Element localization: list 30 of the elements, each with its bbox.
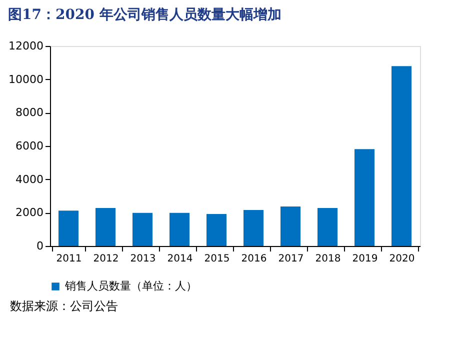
- x-tick-label: 2020: [389, 254, 415, 264]
- bar: [392, 66, 412, 246]
- x-tick-label: 2016: [241, 254, 267, 264]
- x-tick-label: 2017: [278, 254, 304, 264]
- bar: [170, 212, 190, 246]
- bar: [132, 212, 152, 246]
- x-tick-label: 2015: [204, 254, 230, 264]
- x-tick-label: 2013: [130, 254, 156, 264]
- y-tick-label: 10000: [8, 72, 44, 86]
- y-tick-label: 4000: [16, 172, 44, 186]
- y-tick-label: 12000: [8, 40, 44, 52]
- x-tick-label: 2012: [93, 254, 119, 264]
- bar: [58, 210, 78, 246]
- bar: [96, 208, 116, 246]
- x-tick-label: 2011: [56, 254, 82, 264]
- y-tick-label: 2000: [16, 206, 44, 220]
- source-note: 数据来源：公司公告: [10, 299, 118, 313]
- chart-title: 图17：2020 年公司销售人员数量大幅增加: [8, 7, 282, 23]
- x-tick-label: 2018: [315, 254, 341, 264]
- bar: [354, 149, 374, 246]
- bar: [206, 214, 226, 246]
- x-tick-label: 2019: [352, 254, 378, 264]
- y-tick-label: 0: [36, 240, 44, 252]
- y-tick-label: 6000: [16, 140, 44, 152]
- bar: [244, 210, 264, 246]
- y-tick-label: 8000: [16, 106, 44, 120]
- bar: [318, 208, 338, 246]
- legend-label: 销售人员数量（单位：人）: [64, 280, 197, 292]
- x-tick-label: 2014: [167, 254, 193, 264]
- bar: [280, 206, 300, 246]
